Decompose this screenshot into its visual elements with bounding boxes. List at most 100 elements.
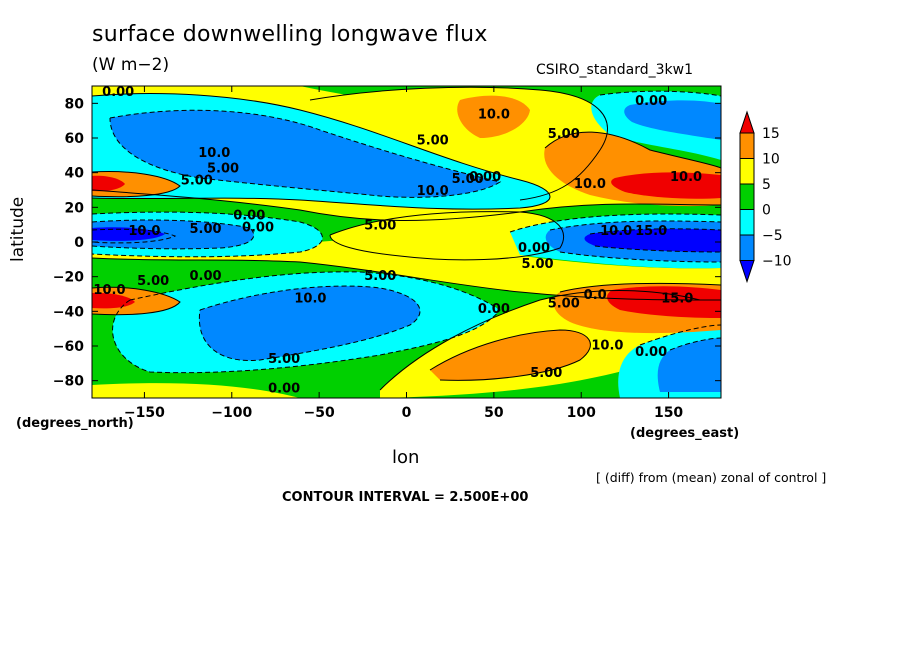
x-tick-label: −100 bbox=[211, 405, 252, 421]
legend-swatch bbox=[739, 132, 755, 159]
zone-yellow-eq bbox=[330, 211, 564, 260]
contour-label: 10.0 bbox=[670, 170, 702, 185]
contour-label: 5.00 bbox=[268, 352, 300, 367]
legend-swatch bbox=[739, 183, 755, 210]
contour-label: 5.00 bbox=[181, 174, 213, 189]
contour-label: 10.0 bbox=[591, 338, 623, 353]
contour-label: 5.00 bbox=[417, 134, 449, 149]
contour-label: 10.0 bbox=[600, 224, 632, 239]
contour-label: 10.0 bbox=[128, 224, 160, 239]
contour-line bbox=[309, 86, 608, 201]
contour-label: 10.0 bbox=[574, 177, 606, 192]
y-tick-label: 0 bbox=[74, 235, 84, 251]
contour-label: 5.00 bbox=[207, 161, 239, 176]
contour-line bbox=[92, 171, 181, 198]
x-tick-label: 150 bbox=[654, 405, 683, 421]
contour-label: 0.00 bbox=[635, 345, 667, 360]
zone-darkblue-eqw bbox=[92, 227, 165, 241]
contour-label: 0.00 bbox=[635, 94, 667, 109]
contour-label: 0.00 bbox=[469, 170, 501, 185]
legend-label: 0 bbox=[762, 203, 771, 219]
contour-line bbox=[329, 211, 565, 261]
contour-label: 10.0 bbox=[93, 283, 125, 298]
chart-units: (W m−2) bbox=[92, 55, 170, 75]
contour-label: 15.0 bbox=[635, 224, 667, 239]
zone-orange-n1 bbox=[457, 95, 530, 138]
zone-blue-nw bbox=[110, 110, 500, 198]
y-tick-label: 80 bbox=[65, 96, 85, 112]
zone-red-se bbox=[607, 286, 721, 318]
zone-orange-w1 bbox=[92, 171, 180, 197]
contour-line-negative bbox=[92, 211, 323, 258]
contour-line bbox=[544, 131, 721, 169]
contour-lines bbox=[92, 86, 721, 391]
legend-label: −10 bbox=[762, 254, 792, 270]
contour-label: 15.0 bbox=[661, 291, 693, 306]
contour-label: 0.00 bbox=[242, 220, 274, 235]
legend-label: 10 bbox=[762, 152, 780, 168]
legend-label: 15 bbox=[762, 126, 780, 142]
y-tick-label: 60 bbox=[65, 131, 85, 147]
contour-line bbox=[92, 257, 721, 301]
contour-line-negative bbox=[112, 271, 501, 374]
contour-label: 0.00 bbox=[518, 241, 550, 256]
contour-interval: CONTOUR INTERVAL = 2.500E+00 bbox=[282, 490, 529, 505]
contour-label: 10.0 bbox=[478, 108, 510, 123]
contour-label: 10.0 bbox=[294, 291, 326, 306]
y-tick-label: 40 bbox=[65, 166, 85, 182]
x-axis-label: lon bbox=[392, 447, 420, 468]
x-axis-units: (degrees_east) bbox=[630, 426, 740, 441]
contour-line-negative bbox=[109, 109, 502, 198]
x-tick-label: 50 bbox=[484, 405, 504, 421]
contour-label: 5.00 bbox=[548, 127, 580, 142]
legend-label: −5 bbox=[762, 228, 783, 244]
negative-contour-lines bbox=[92, 90, 721, 374]
contour-label: 0.00 bbox=[233, 208, 265, 223]
y-tick-label: −40 bbox=[53, 304, 84, 320]
contour-label: 10.0 bbox=[417, 184, 449, 199]
legend-label: 5 bbox=[762, 177, 771, 193]
legend-swatch-bottom-arrow bbox=[739, 260, 755, 284]
contour-label: 0.00 bbox=[478, 302, 510, 317]
contour-line-negative bbox=[594, 245, 721, 253]
contour-label: 5.00 bbox=[530, 366, 562, 381]
zone-red-sw bbox=[92, 292, 135, 309]
zone-yellow-ne bbox=[310, 87, 608, 200]
diff-note: [ (diff) from (mean) zonal of control ] bbox=[596, 470, 827, 485]
contour-label: 5.00 bbox=[548, 297, 580, 312]
contour-label: 0.00 bbox=[102, 85, 134, 100]
zone-orange-s2 bbox=[430, 330, 591, 381]
color-legend: 15 10 5 0 −5 −10 bbox=[739, 110, 792, 284]
zone-blue-ne bbox=[624, 100, 721, 140]
legend-swatch-top-arrow bbox=[739, 110, 755, 134]
contour-label: 5.00 bbox=[190, 222, 222, 237]
contour-line-negative bbox=[92, 228, 177, 244]
legend-swatch bbox=[739, 209, 755, 236]
y-tick-label: −80 bbox=[53, 374, 84, 390]
zone-blue-eqw bbox=[92, 220, 254, 249]
contour-line bbox=[92, 93, 551, 210]
contour-label: 5.00 bbox=[364, 269, 396, 284]
contour-line-negative bbox=[559, 251, 721, 263]
legend-swatch bbox=[739, 234, 755, 261]
contour-line-negative bbox=[509, 213, 721, 233]
contour-line bbox=[379, 290, 701, 391]
x-tick-label: 100 bbox=[567, 405, 596, 421]
x-tick-label: −150 bbox=[124, 405, 165, 421]
y-tick-label: 20 bbox=[65, 200, 85, 216]
contour-label: 5.00 bbox=[522, 257, 554, 272]
x-tick-label: 0 bbox=[402, 405, 412, 421]
chart-title: surface downwelling longwave flux bbox=[92, 22, 488, 47]
contour-line-negative bbox=[669, 337, 721, 351]
zone-red-ne bbox=[611, 172, 721, 199]
contour-label: 5.00 bbox=[364, 219, 396, 234]
contour-line-negative bbox=[92, 219, 255, 250]
contour-line-negative bbox=[599, 90, 721, 97]
model-label: CSIRO_standard_3kw1 bbox=[536, 62, 694, 78]
contour-label: 10.0 bbox=[198, 146, 230, 161]
contour-line bbox=[92, 189, 721, 221]
contour-label: 0.00 bbox=[268, 382, 300, 397]
